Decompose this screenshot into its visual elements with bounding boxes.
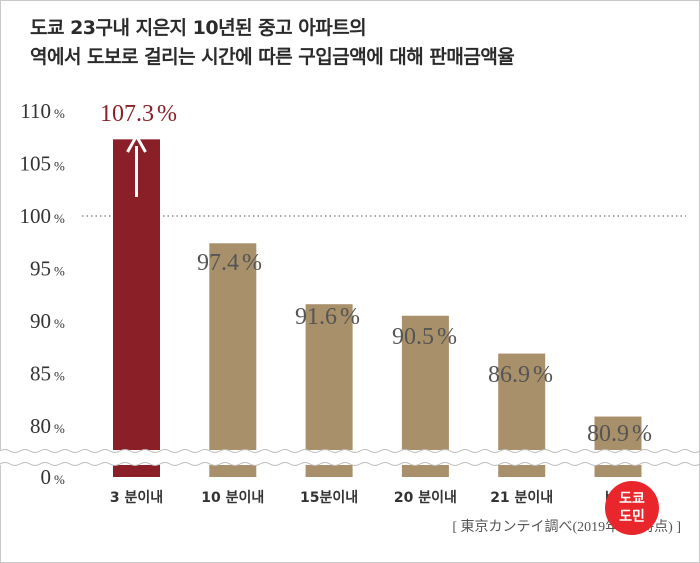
axis-break-wave-bottom: [0, 462, 700, 466]
bar: [305, 304, 353, 477]
logo-line-1: 도쿄: [619, 491, 645, 507]
x-tick-label: 3 분이내: [110, 489, 163, 506]
up-arrow-icon: [126, 132, 147, 153]
logo-line-2: 도민: [619, 508, 645, 525]
bar: [209, 243, 257, 477]
axis-break-band: [0, 450, 698, 465]
y-tick-unit: %: [54, 316, 65, 331]
y-tick-label: 100: [20, 204, 52, 228]
value-label: 80.9%: [587, 421, 652, 447]
logo-badge: [605, 481, 659, 535]
chart-title: 도쿄 23구내 지은지 10년된 중고 아파트의 역에서 도보로 걸리는 시간에…: [30, 14, 690, 72]
axis-break-wave-top: [0, 449, 700, 453]
value-label: 107.3%: [100, 101, 177, 127]
x-tick-label: 20 분이내: [394, 489, 457, 506]
y-tick-unit: %: [54, 369, 65, 384]
y-tick-label: 110: [20, 99, 51, 123]
y-tick-unit: %: [54, 159, 65, 174]
y-tick-label: 105: [20, 152, 52, 176]
y-tick-unit: %: [54, 264, 65, 279]
y-tick-label: 85: [30, 362, 51, 386]
y-tick-label: 95: [30, 257, 51, 281]
x-tick-label: 15분이내: [300, 489, 358, 506]
y-tick-unit: %: [54, 106, 65, 121]
x-tick-label: 10 분이내: [201, 489, 264, 506]
x-tick-label: 21 분이내: [490, 489, 553, 506]
y-tick-label: 0: [41, 465, 52, 489]
bar: [594, 416, 642, 477]
y-tick-unit: %: [54, 211, 65, 226]
value-label: 86.9%: [488, 362, 553, 388]
y-tick-unit: %: [54, 472, 65, 487]
y-tick-label: 90: [30, 309, 51, 333]
title-line-1: 도쿄 23구내 지은지 10년된 중고 아파트의: [30, 17, 367, 39]
title-line-2: 역에서 도보로 걸리는 시간에 따른 구입금액에 대해 판매금액율: [30, 46, 515, 68]
y-tick-unit: %: [54, 421, 65, 436]
value-label: 90.5%: [392, 324, 457, 350]
value-label: 91.6%: [295, 304, 360, 330]
y-tick-label: 80: [30, 414, 51, 438]
value-label: 97.4%: [197, 250, 262, 276]
brand-logo: 도쿄 도민: [605, 481, 659, 535]
